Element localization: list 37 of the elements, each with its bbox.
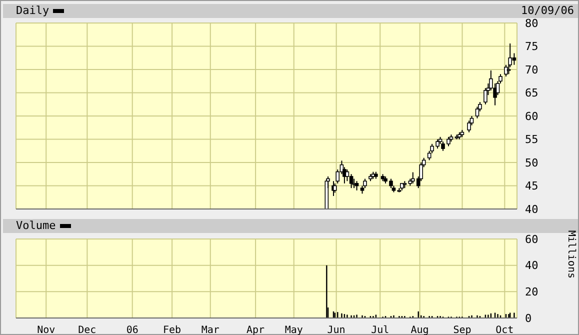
y-tick-label: 75 (525, 40, 538, 54)
y-tick-label: 40 (525, 259, 538, 272)
y-tick-label: 80 (525, 16, 538, 30)
x-tick-label: Jun (327, 325, 346, 335)
x-tick-label: Nov (37, 325, 56, 335)
candlestick (484, 88, 488, 105)
x-tick-label: Jul (371, 325, 390, 335)
y-axis-title: Millions (565, 230, 576, 278)
x-tick-label: May (284, 325, 303, 335)
x-tick-label: Mar (201, 325, 220, 335)
candlestick (512, 52, 516, 66)
y-tick-label: 55 (525, 133, 538, 146)
y-tick-label: 60 (525, 232, 538, 246)
x-tick-label: Apr (246, 325, 265, 335)
y-tick-label: 70 (525, 63, 538, 76)
candlestick (352, 178, 356, 189)
x-tick-label: Aug (410, 325, 429, 335)
candlestick (354, 180, 359, 191)
candlestick (467, 120, 471, 133)
chart-title: Volume (16, 219, 56, 233)
text: 10/09/06 (521, 4, 574, 18)
y-tick-label: 20 (525, 286, 538, 299)
y-tick-label: 45 (525, 180, 538, 193)
candlestick (475, 106, 480, 119)
y-tick-label: 60 (525, 110, 538, 123)
x-tick-label: Dec (78, 325, 96, 335)
y-tick-label: 65 (525, 86, 538, 100)
x-tick-label: Sep (453, 325, 472, 335)
x-tick-label: Feb (163, 325, 182, 335)
chart-title: Daily (16, 4, 50, 18)
x-tick-label: Oct (496, 325, 514, 335)
y-tick-label: 40 (525, 202, 538, 216)
candlestick (349, 174, 354, 189)
x-tick-label: 06 (126, 325, 138, 335)
y-tick-label: 0 (525, 312, 532, 325)
y-tick-label: 50 (525, 156, 538, 170)
candlestick (345, 168, 350, 182)
